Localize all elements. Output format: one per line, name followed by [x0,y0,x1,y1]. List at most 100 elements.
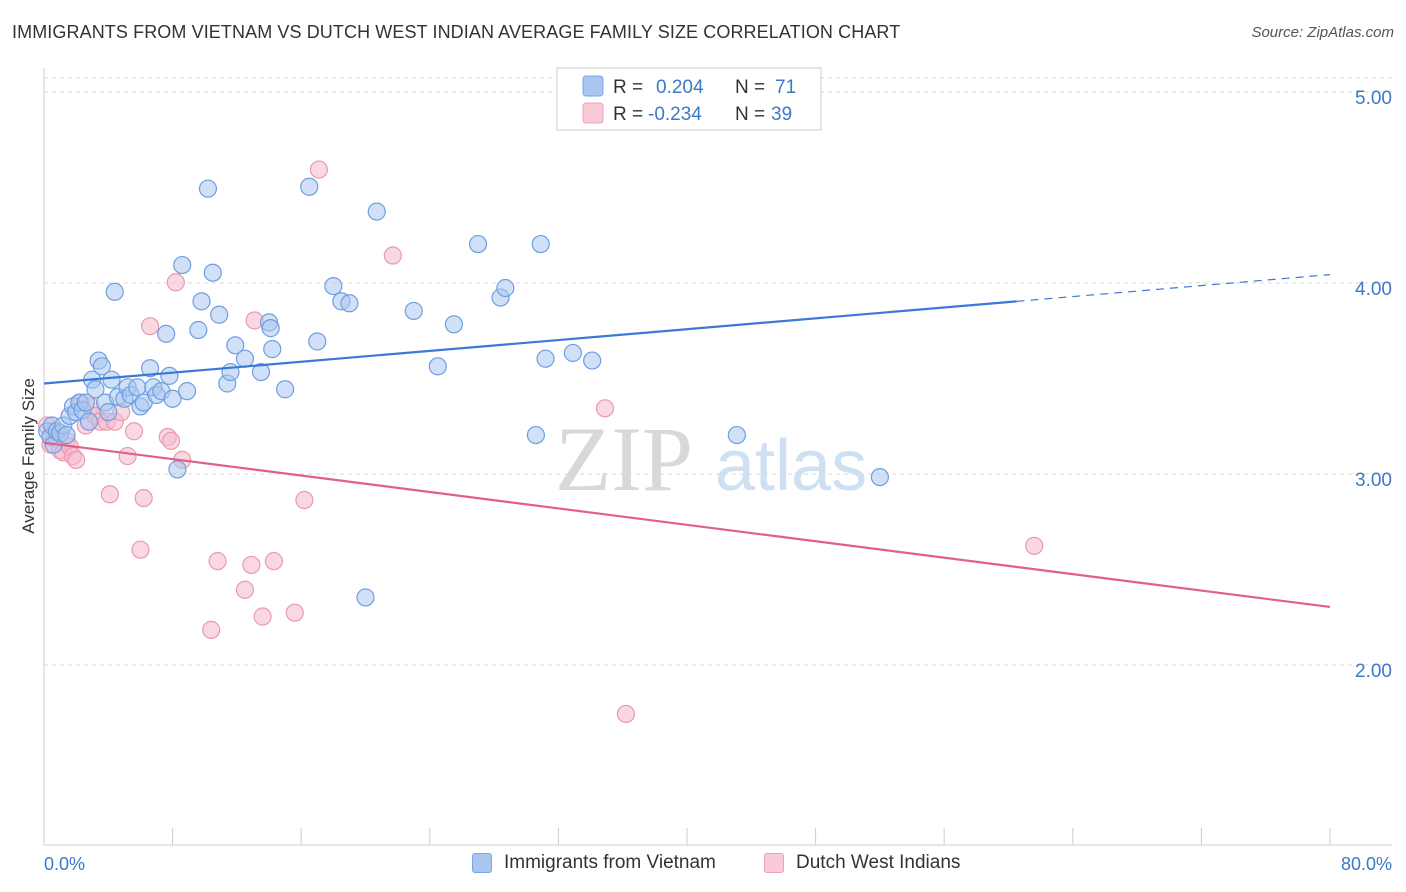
point-vietnam [210,305,229,324]
point-vietnam [536,349,555,368]
point-vietnam [583,351,602,370]
point-dutch-west-indians [67,450,86,469]
point-vietnam [76,393,95,412]
legend-pink-swatch [582,102,604,124]
point-dutch-west-indians [140,317,160,336]
point-vietnam [198,179,218,198]
point-dutch-west-indians [161,431,181,450]
stats-legend: R = 0.204 N = 71 R = -0.234 N = 39 [556,67,822,131]
point-vietnam [189,320,208,340]
point-vietnam [140,359,160,378]
point-vietnam [263,340,282,359]
point-vietnam [157,324,176,343]
point-dutch-west-indians [242,555,261,575]
trend-line-dutch-west-indians [43,441,1331,609]
legend-swatch-vietnam [472,853,492,873]
point-vietnam [168,460,187,479]
source-label: Source: ZipAtlas.com [1251,24,1394,41]
point-vietnam [86,380,105,399]
legend-blue-swatch [582,75,604,97]
series-legend: Immigrants from Vietnam Dutch West India… [0,852,1406,878]
legend-pink-r-value: -0.234 [648,104,702,125]
point-vietnam [324,276,343,296]
point-vietnam [192,292,211,311]
legend-blue-r-label: R = [613,77,643,98]
point-vietnam [870,467,890,487]
point-dutch-west-indians [253,607,272,626]
point-vietnam [340,294,359,313]
point-vietnam [356,588,375,607]
point-dutch-west-indians [208,552,227,571]
trend-line-vietnam [43,300,1017,385]
y-axis-tick-labels: 2.00 3.00 4.00 5.00 [1355,88,1392,682]
trend-lines [43,274,1331,609]
point-vietnam [79,412,99,431]
point-vietnam [404,301,423,321]
point-dutch-west-indians [595,399,615,418]
point-dutch-west-indians [235,580,255,599]
chart-title: IMMIGRANTS FROM VIETNAM VS DUTCH WEST IN… [12,22,901,42]
point-vietnam [177,382,197,401]
point-dutch-west-indians [295,490,314,510]
legend-pink-n-label: N = [735,104,765,125]
point-dutch-west-indians [383,246,402,265]
point-dutch-west-indians [100,485,120,504]
point-vietnam [102,370,121,389]
point-vietnam [57,425,76,445]
gridlines [44,77,1392,666]
trend-line-vietnam-extrapolated [1016,274,1331,302]
point-dutch-west-indians [264,552,283,571]
y-tick-label: 3.00 [1355,470,1392,491]
series-vietnam-points [38,177,890,607]
point-dutch-west-indians [202,620,221,639]
point-dutch-west-indians [124,422,144,441]
point-vietnam [531,234,550,254]
point-vietnam [226,336,245,355]
point-vietnam [468,234,488,254]
point-dutch-west-indians [131,540,150,559]
point-vietnam [163,389,182,408]
point-vietnam [203,263,222,282]
point-vietnam [367,202,386,221]
point-vietnam [128,378,147,397]
legend-label-vietnam: Immigrants from Vietnam [504,852,716,873]
point-vietnam [526,425,545,445]
point-vietnam [92,357,111,376]
point-vietnam [444,315,464,334]
point-vietnam [251,362,271,382]
x-tick-label-min: 0.0% [44,854,85,874]
y-tick-label: 4.00 [1355,279,1392,300]
point-vietnam [160,366,179,385]
point-vietnam [173,255,192,275]
y-tick-label: 2.00 [1355,661,1392,682]
legend-blue-n-label: N = [735,77,765,98]
x-tick-label-max: 80.0% [1341,854,1392,874]
point-dutch-west-indians [166,273,185,292]
point-vietnam [496,278,515,298]
x-axis-ticks [43,828,1331,845]
point-vietnam [276,380,295,399]
point-dutch-west-indians [616,704,636,724]
point-vietnam [105,282,124,301]
legend-pink-n-value: 39 [771,104,792,125]
point-vietnam [99,403,118,422]
point-vietnam [563,343,582,363]
point-vietnam [221,362,240,382]
legend-item-dutch-west-indians: Dutch West Indians [764,852,960,874]
legend-item-vietnam: Immigrants from Vietnam [472,852,716,874]
legend-label-dutch-west-indians: Dutch West Indians [796,852,961,873]
watermark-zip: ZIP [555,408,693,510]
point-vietnam [300,177,319,196]
point-vietnam [261,319,280,338]
y-axis-label: Average Family Size [19,378,38,534]
point-dutch-west-indians [285,603,304,622]
point-dutch-west-indians [134,489,153,508]
point-vietnam [308,332,327,351]
legend-blue-n-value: 71 [775,77,796,98]
y-tick-label: 5.00 [1355,88,1392,109]
legend-blue-r-value: 0.204 [656,77,704,98]
legend-swatch-dutch-west-indians [764,853,784,873]
point-dutch-west-indians [118,446,137,466]
point-vietnam [727,425,746,445]
